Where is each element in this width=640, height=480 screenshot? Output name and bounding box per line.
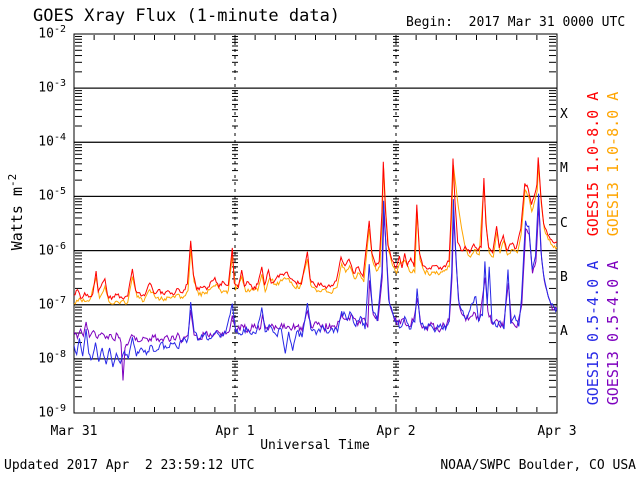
legend-goes13-1-0-8-0-a: GOES13 1.0-8.0 A [604,91,622,237]
begin-timestamp: Begin: 2017 Mar 31 0000 UTC [406,15,626,30]
updated-timestamp: Updated 2017 Apr 2 23:59:12 UTC [4,458,255,473]
series-goes15-1-0-8-0-a [74,157,557,301]
y-axis-tick-label: 10-9 [38,403,66,421]
legend-goes15-1-0-8-0-a: GOES15 1.0-8.0 A [584,91,602,237]
x-axis-tick-label: Apr 1 [215,424,255,439]
y-axis-tick-label: 10-7 [38,294,66,313]
y-axis-tick-label: 10-2 [38,24,66,42]
x-axis-tick-label: Apr 3 [537,424,577,439]
x-axis-tick-label: Apr 2 [376,424,416,439]
y-axis-unit-exponent: -2 [6,173,19,188]
source-attribution: NOAA/SWPC Boulder, CO USA [440,458,636,473]
series-goes13-0-5-4-0-a [74,204,557,381]
series-goes15-0-5-4-0-a [74,193,557,368]
decade-gridlines [74,87,557,360]
y-axis-tick-label: 10-6 [38,240,66,258]
y-axis-title: Watts m-2 [6,174,26,250]
series-goes13-1-0-8-0-a [74,164,557,305]
y-axis-tick-label: 10-4 [38,132,66,150]
day-boundary-lines [234,35,397,412]
flare-class-label-b: B [560,269,568,285]
y-axis-tick-label: 10-3 [38,78,66,96]
flare-class-label-c: C [560,215,568,231]
page-title: GOES Xray Flux (1-minute data) [33,6,341,26]
log-minor-ticks [75,35,556,398]
flare-class-label-m: M [560,161,568,177]
x-axis-title: Universal Time [260,438,370,453]
flare-class-label-a: A [560,323,568,339]
hour-ticks [93,35,538,412]
legend-goes13-0-5-4-0-a: GOES13 0.5-4.0 A [604,260,622,406]
plot-frame [73,33,558,414]
flare-class-label-x: X [560,107,568,123]
legend-goes15-0-5-4-0-a: GOES15 0.5-4.0 A [584,260,602,406]
y-axis-tick-label: 10-5 [38,186,66,204]
x-axis-tick-label: Mar 31 [50,424,98,439]
y-axis-tick-label: 10-8 [38,348,66,367]
